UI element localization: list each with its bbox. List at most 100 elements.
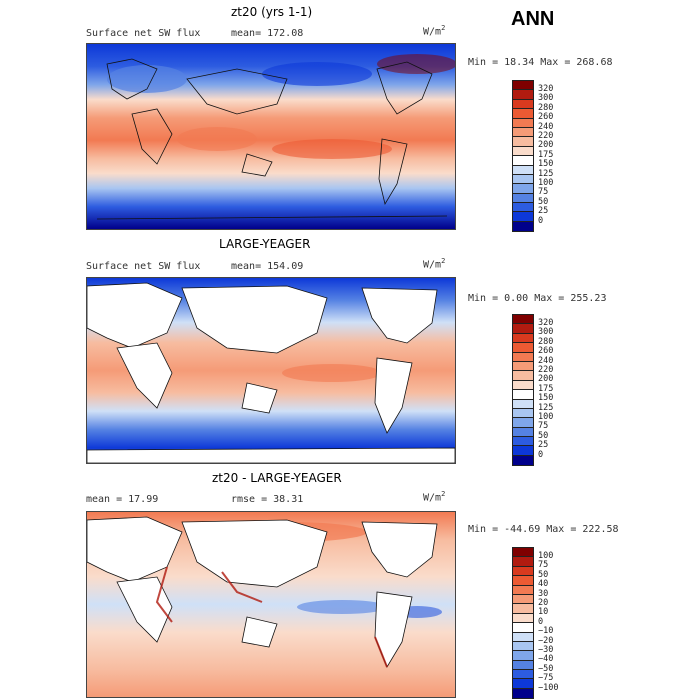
- colorbar-tick-label: 320: [538, 83, 554, 94]
- colorbar-tick-label: 30: [538, 588, 549, 599]
- colorbar-box: [513, 221, 533, 232]
- panel-3-title: zt20 - LARGE-YEAGER: [212, 471, 342, 485]
- colorbar-box: [513, 585, 533, 595]
- colorbar-box: [513, 361, 533, 372]
- colorbar-box: [513, 118, 533, 128]
- colorbar-tick-label: 100: [538, 550, 554, 561]
- colorbar-tick-label: 75: [538, 560, 549, 571]
- colorbar-box: [513, 90, 533, 100]
- colorbar-box: [513, 641, 533, 652]
- colorbar-box: [513, 613, 533, 624]
- colorbar-box: [513, 548, 533, 558]
- colorbar-box: [513, 146, 533, 157]
- colorbar-tick-label: 10: [538, 607, 549, 618]
- colorbar-tick-label: 280: [538, 102, 554, 113]
- colorbar-tick-label: 50: [538, 569, 549, 580]
- colorbar-box: [513, 446, 533, 456]
- panel-3-minmax: Min = -44.69 Max = 222.58: [468, 524, 619, 535]
- colorbar-tick-label: 40: [538, 579, 549, 590]
- colorbar-tick-label: −100: [538, 682, 559, 693]
- colorbar-box: [513, 193, 533, 204]
- colorbar-tick-label: −30: [538, 644, 554, 655]
- colorbar-tick-label: 75: [538, 187, 549, 198]
- colorbar-box: [513, 184, 533, 194]
- colorbar-box: [513, 315, 533, 325]
- colorbar-tick-label: 200: [538, 140, 554, 151]
- colorbar-tick-label: −75: [538, 673, 554, 684]
- panel-1-minmax: Min = 18.34 Max = 268.68: [468, 57, 613, 68]
- panel-1-colorbar: 320 300 280 260 240 220 200 175 150 125 100 75 50 25 0: [512, 80, 553, 233]
- colorbar-box: [513, 576, 533, 586]
- colorbar-box: [513, 557, 533, 567]
- colorbar-box: [513, 371, 533, 381]
- panel-2-colorbar-boxes: [512, 314, 534, 467]
- panel-1-variable: Surface net SW flux: [86, 28, 201, 39]
- panel-1-map: [86, 43, 456, 230]
- colorbar-tick-label: 20: [538, 597, 549, 608]
- panel-1-colorbar-boxes: [512, 80, 534, 233]
- colorbar-box: [513, 418, 533, 428]
- season-label: ANN: [511, 8, 555, 30]
- colorbar-tick-label: 175: [538, 383, 554, 394]
- panel-2-map: [86, 277, 456, 464]
- panel-2-mean: mean= 154.09: [231, 261, 304, 272]
- colorbar-box: [513, 408, 533, 419]
- colorbar-box: [513, 660, 533, 671]
- colorbar-tick-label: −10: [538, 626, 554, 637]
- colorbar-tick-label: 300: [538, 93, 554, 104]
- colorbar-box: [513, 399, 533, 409]
- panel-2-variable: Surface net SW flux: [86, 261, 201, 272]
- panel-3-map-svg: [87, 512, 455, 697]
- colorbar-tick-label: 300: [538, 327, 554, 338]
- colorbar-box: [513, 455, 533, 466]
- colorbar-tick-label: 50: [538, 196, 549, 207]
- colorbar-tick-label: 150: [538, 159, 554, 170]
- colorbar-tick-label: 280: [538, 336, 554, 347]
- panel-2-units: W/m2: [423, 257, 446, 271]
- colorbar-tick-label: 100: [538, 411, 554, 422]
- colorbar-box: [513, 352, 533, 362]
- colorbar-box: [513, 632, 533, 642]
- panel-3-units: W/m2: [423, 490, 446, 504]
- colorbar-tick-label: 260: [538, 112, 554, 123]
- colorbar-box: [513, 623, 533, 633]
- colorbar-box: [513, 81, 533, 91]
- colorbar-tick-label: 125: [538, 168, 554, 179]
- colorbar-tick-label: 100: [538, 177, 554, 188]
- colorbar-box: [513, 380, 533, 391]
- colorbar-tick-label: 125: [538, 402, 554, 413]
- colorbar-box: [513, 427, 533, 438]
- panel-3-colorbar-boxes: [512, 547, 534, 700]
- colorbar-tick-label: 0: [538, 616, 544, 627]
- panel-3-rmse: rmse = 38.31: [231, 494, 304, 505]
- panel-1-units: W/m2: [423, 24, 446, 38]
- colorbar-tick-label: 260: [538, 346, 554, 357]
- colorbar-tick-label: 25: [538, 206, 549, 217]
- colorbar-tick-label: 175: [538, 149, 554, 160]
- colorbar-box: [513, 679, 533, 689]
- colorbar-tick-label: 320: [538, 317, 554, 328]
- panel-2-map-svg: [87, 278, 455, 463]
- colorbar-box: [513, 324, 533, 334]
- colorbar-box: [513, 651, 533, 661]
- colorbar-tick-label: 0: [538, 449, 544, 460]
- colorbar-box: [513, 604, 533, 614]
- colorbar-tick-label: 200: [538, 374, 554, 385]
- colorbar-box: [513, 566, 533, 577]
- colorbar-box: [513, 333, 533, 344]
- colorbar-tick-label: −40: [538, 654, 554, 665]
- panel-3-mean: mean = 17.99: [86, 494, 159, 505]
- colorbar-box: [513, 137, 533, 147]
- colorbar-tick-label: 240: [538, 121, 554, 132]
- colorbar-box: [513, 109, 533, 119]
- panel-1-map-svg: [87, 44, 455, 229]
- panel-2-colorbar: 320 300 280 260 240 220 200 175 150 125 100 75 50 25 0: [512, 314, 553, 467]
- colorbar-box: [513, 594, 533, 605]
- colorbar-box: [513, 688, 533, 699]
- colorbar-box: [513, 99, 533, 110]
- colorbar-box: [513, 670, 533, 680]
- colorbar-tick-label: 0: [538, 215, 544, 226]
- colorbar-tick-label: −50: [538, 663, 554, 674]
- panel-1-mean: mean= 172.08: [231, 28, 304, 39]
- panel-2-minmax: Min = 0.00 Max = 255.23: [468, 293, 607, 304]
